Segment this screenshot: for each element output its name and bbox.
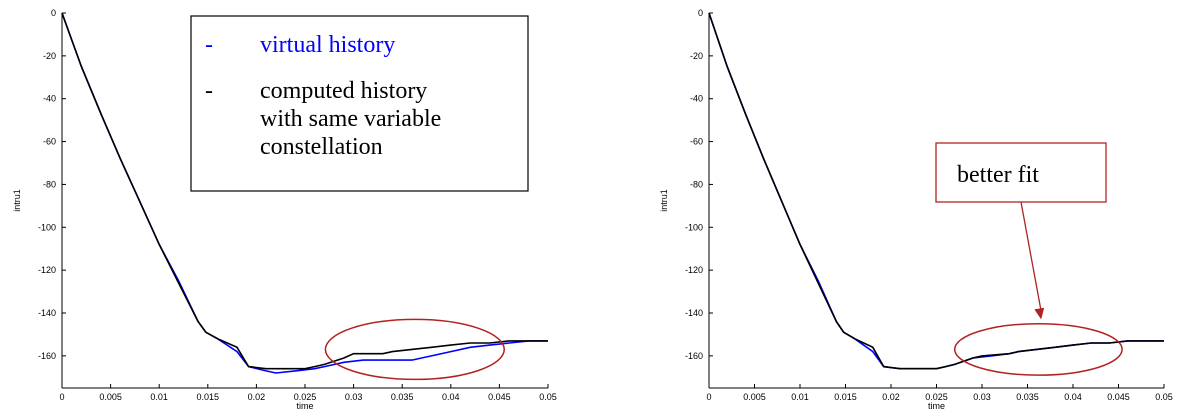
chart-panel-2: 0 -20 -40 -60 -80 -100 -120 -140 -160 0 0.005 0.01 0… (659, 8, 1173, 410)
y-tick-label: -140 (685, 308, 703, 318)
x-tick-label: 0.02 (882, 392, 900, 402)
x-tick-label: 0.05 (1155, 392, 1173, 402)
x-tick-label: 0.03 (345, 392, 363, 402)
legend-box (190, 15, 529, 192)
x-tick-label: 0.02 (248, 392, 266, 402)
x-tick-label: 0.045 (488, 392, 511, 402)
x-tick-label: 0.005 (99, 392, 122, 402)
y-tick-label: -120 (38, 265, 56, 275)
chart-panel-1: 0 -20 -40 -60 -80 -100 -120 -140 -160 0 0.005 0.01 0… (12, 8, 557, 410)
y-tick-label: -20 (690, 51, 703, 61)
x-tick-label: 0.025 (294, 392, 317, 402)
highlight-ellipse (324, 318, 506, 381)
y-tick-label: -120 (685, 265, 703, 275)
x-tick-label: 0 (706, 392, 711, 402)
x-tick-label: 0 (59, 392, 64, 402)
y-axis-title: intru1 (659, 189, 669, 212)
x-tick-label: 0.035 (391, 392, 414, 402)
x-tick-label: 0.005 (743, 392, 766, 402)
y-tick-label: -160 (685, 351, 703, 361)
legend-marker: - (205, 32, 213, 58)
y-tick-label: 0 (698, 8, 703, 18)
x-tick-label: 0.04 (1064, 392, 1082, 402)
x-tick-label: 0.045 (1107, 392, 1130, 402)
y-tick-label: -140 (38, 308, 56, 318)
legend-label-computed-history: constellation (260, 134, 383, 160)
callout: better fit (935, 142, 1107, 320)
legend-label-virtual-history: virtual history (260, 32, 395, 58)
y-tick-label: -40 (43, 94, 56, 104)
y-tick-label: -60 (690, 137, 703, 147)
callout-arrowhead (1034, 307, 1045, 320)
legend-marker: - (205, 78, 213, 104)
series-line-computed-history (61, 12, 548, 370)
y-tick-label: 0 (51, 8, 56, 18)
callout-box (935, 142, 1107, 203)
x-tick-label: 0.035 (1016, 392, 1039, 402)
y-tick-label: -60 (43, 137, 56, 147)
y-tick-label: -40 (690, 94, 703, 104)
y-tick-label: -80 (43, 179, 56, 189)
y-tick-label: -100 (685, 222, 703, 232)
series-line-computed-history (708, 12, 1164, 370)
legend-label-computed-history: computed history (260, 78, 427, 104)
y-tick-label: -160 (38, 351, 56, 361)
y-axis-title: intru1 (12, 189, 22, 212)
x-tick-label: 0.015 (834, 392, 857, 402)
x-tick-label: 0.03 (973, 392, 991, 402)
x-tick-label: 0.015 (197, 392, 220, 402)
x-tick-label: 0.01 (150, 392, 168, 402)
x-axis-title: time (928, 401, 945, 410)
callout-text: better fit (957, 162, 1039, 188)
highlight-ellipse (953, 322, 1123, 376)
x-axis-title: time (296, 401, 313, 410)
callout-arrow-line (1020, 201, 1042, 312)
x-tick-label: 0.04 (442, 392, 460, 402)
y-tick-label: -80 (690, 179, 703, 189)
x-tick-label: 0.025 (925, 392, 948, 402)
x-tick-label: 0.01 (791, 392, 809, 402)
legend-label-computed-history: with same variable (260, 106, 441, 132)
x-tick-label: 0.05 (539, 392, 557, 402)
y-tick-label: -100 (38, 222, 56, 232)
y-tick-label: -20 (43, 51, 56, 61)
